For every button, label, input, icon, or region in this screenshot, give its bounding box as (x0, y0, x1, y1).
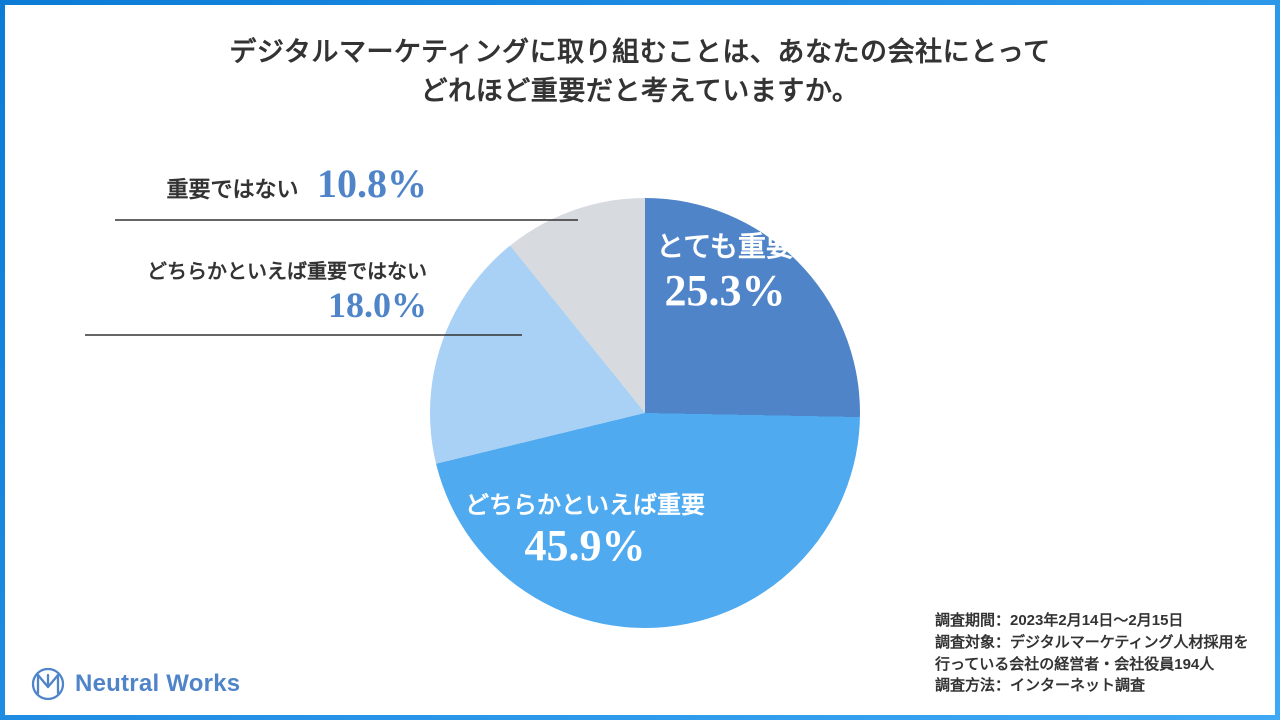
slice-label-somewhat-important: どちらかといえば重要 45.9% (465, 485, 705, 571)
chart-canvas: デジタルマーケティングに取り組むことは、あなたの会社にとって どれほど重要だと考… (5, 5, 1275, 715)
slice-label-text: とても重要 (656, 225, 794, 265)
slice-label-pct: 25.3% (656, 265, 794, 316)
brand-logo-text: Neutral Works (75, 670, 240, 698)
callout-pct: 18.0% (328, 285, 427, 325)
callout-not-important: 重要ではない 10.8% (5, 160, 435, 207)
meta-line: 調査対象：デジタルマーケティング人材採用を (935, 632, 1249, 654)
slice-label-pct: 45.9% (465, 520, 705, 571)
brand-logo: Neutral Works (31, 667, 240, 701)
meta-line: 調査期間：2023年2月14日〜2月15日 (935, 610, 1249, 632)
callout-label: どちらかといえば重要ではない (147, 261, 427, 283)
meta-line: 調査方法：インターネット調査 (935, 675, 1249, 697)
title-line-1: デジタルマーケティングに取り組むことは、あなたの会社にとって (229, 37, 1050, 67)
callout-somewhat-not-important: どちらかといえば重要ではない 18.0% (5, 255, 435, 326)
chart-title: デジタルマーケティングに取り組むことは、あなたの会社にとって どれほど重要だと考… (5, 33, 1275, 111)
brand-logo-icon (31, 667, 65, 701)
callout-pct: 10.8% (317, 161, 427, 206)
survey-meta: 調査期間：2023年2月14日〜2月15日 調査対象：デジタルマーケティング人材… (935, 610, 1249, 697)
meta-line: 行っている会社の経営者・会社役員194人 (935, 654, 1249, 676)
title-line-2: どれほど重要だと考えていますか。 (421, 76, 860, 106)
callout-label: 重要ではない (167, 177, 299, 202)
slice-label-very-important: とても重要 25.3% (656, 225, 794, 316)
slice-label-text: どちらかといえば重要 (465, 485, 705, 520)
